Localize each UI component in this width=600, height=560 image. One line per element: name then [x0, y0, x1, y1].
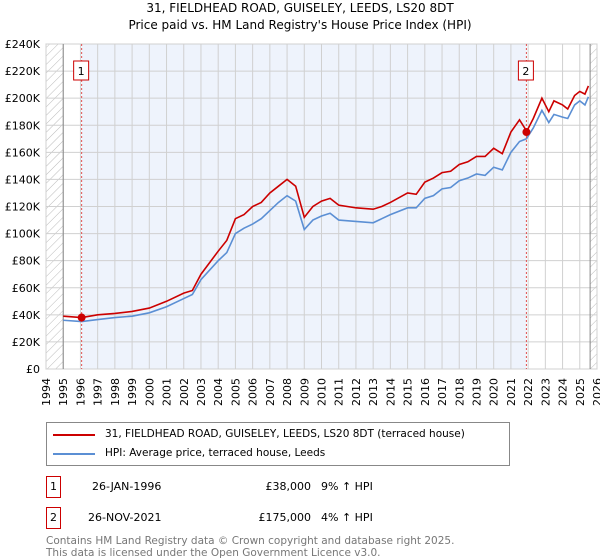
x-tick-label: 2023 [539, 378, 552, 406]
legend-item-property: 31, FIELDHEAD ROAD, GUISELEY, LEEDS, LS2… [53, 428, 465, 441]
y-tick-label: £100K [5, 228, 41, 241]
y-tick-label: £40K [12, 309, 41, 322]
chart-subtitle: Price paid vs. HM Land Registry's House … [128, 18, 472, 32]
x-tick-label: 2025 [574, 378, 587, 406]
chart-title: 31, FIELDHEAD ROAD, GUISELEY, LEEDS, LS2… [146, 1, 454, 15]
x-tick-label: 2010 [316, 378, 329, 406]
sale-point [522, 128, 531, 137]
series-line [63, 85, 590, 319]
y-tick-label: £0 [26, 363, 40, 376]
footer-copyright: Contains HM Land Registry data © Crown c… [46, 535, 455, 547]
x-tick-label: 2017 [436, 378, 449, 406]
x-tick-label: 2005 [229, 378, 242, 406]
y-tick-label: £140K [5, 173, 41, 186]
x-tick-label: 2026 [591, 378, 600, 406]
x-tick-label: 2002 [178, 378, 191, 406]
x-tick-label: 2006 [247, 378, 260, 406]
transaction-hpi: 9% ↑ HPI [321, 480, 373, 493]
price-chart: 1994 1995 1996 1997 1998 1999 2000 2001 2002 2003… [5, 38, 600, 406]
sale-label-box [73, 60, 90, 81]
x-tick-label: 2003 [195, 378, 208, 406]
x-tick-label: 2018 [453, 378, 466, 406]
x-tick-label: 1995 [57, 378, 70, 406]
x-tick-label: 2011 [333, 378, 346, 406]
footer: Contains HM Land Registry data © Crown c… [46, 535, 454, 559]
x-tick-label: 2009 [298, 378, 311, 406]
sale-label: 2 [522, 65, 529, 78]
series-line [63, 96, 590, 323]
y-tick-label: £160K [5, 146, 41, 159]
sale-point [77, 313, 86, 322]
y-tick-label: £180K [5, 119, 41, 132]
sale-label-box [517, 60, 534, 81]
x-tick-label: 2014 [384, 378, 397, 406]
x-tick-label: 1996 [74, 378, 87, 406]
transaction-price: £175,000 [258, 511, 312, 524]
transaction-number: 2 [46, 507, 61, 529]
x-tick-label: 2004 [212, 378, 225, 406]
x-tick-label: 2022 [522, 378, 535, 406]
y-tick-label: £120K [5, 201, 41, 214]
x-tick-label: 2015 [402, 378, 415, 406]
y-tick-label: £20K [12, 336, 41, 349]
x-tick-label: 1998 [109, 378, 122, 406]
x-tick-label: 2019 [470, 378, 483, 406]
legend-label: 31, FIELDHEAD ROAD, GUISELEY, LEEDS, LS2… [105, 428, 465, 440]
x-tick-label: 2021 [505, 378, 518, 406]
x-tick-label: 2000 [143, 378, 156, 406]
sale-label: 1 [78, 65, 85, 78]
transaction-date: 26-NOV-2021 [88, 511, 162, 524]
transaction-number: 1 [46, 476, 61, 498]
legend-label: HPI: Average price, terraced house, Leed… [105, 447, 326, 459]
x-tick-label: 2020 [488, 378, 501, 406]
y-tick-label: £200K [5, 92, 41, 105]
legend: 31, FIELDHEAD ROAD, GUISELEY, LEEDS, LS2… [46, 422, 510, 466]
y-tick-label: £80K [12, 255, 41, 268]
x-tick-label: 1999 [126, 378, 139, 406]
x-tick-label: 2016 [419, 378, 432, 406]
y-tick-label: £240K [5, 38, 41, 51]
y-tick-label: £60K [12, 282, 41, 295]
x-tick-label: 2013 [367, 378, 380, 406]
x-tick-label: 2024 [557, 378, 570, 406]
y-tick-label: £220K [5, 65, 41, 78]
x-tick-label: 2008 [281, 378, 294, 406]
legend-item-hpi: HPI: Average price, terraced house, Leed… [53, 447, 325, 460]
x-tick-label: 1994 [40, 378, 53, 406]
transaction-date: 26-JAN-1996 [92, 480, 162, 493]
transaction-price: £38,000 [265, 480, 312, 493]
x-tick-label: 1997 [92, 378, 105, 406]
legend-swatch-blue [53, 452, 95, 455]
x-tick-label: 2007 [264, 378, 277, 406]
legend-swatch-red [53, 433, 95, 436]
x-tick-label: 2001 [161, 378, 174, 406]
x-tick-label: 2012 [350, 378, 363, 406]
transaction-hpi: 4% ↑ HPI [321, 511, 373, 524]
footer-licence: This data is licensed under the Open Gov… [46, 547, 381, 559]
